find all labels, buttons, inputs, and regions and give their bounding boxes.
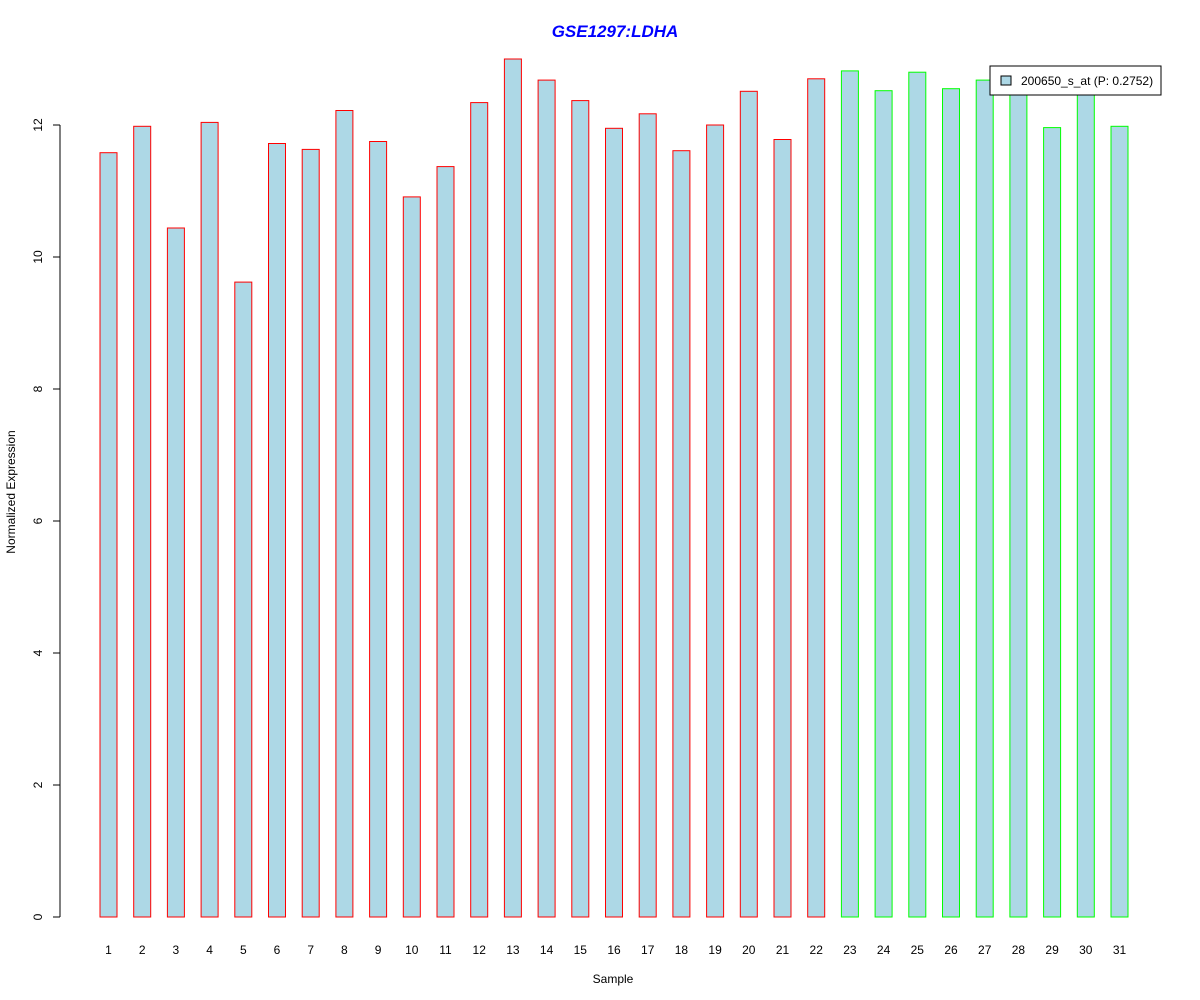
y-tick-label: 12 [31,118,45,132]
bar-sample-30 [1076,88,1095,918]
y-tick-label: 8 [31,385,45,392]
bar-sample-4 [200,121,219,918]
x-tick-label: 12 [473,943,487,957]
x-tick-label: 24 [877,943,891,957]
x-tick-label: 18 [675,943,689,957]
bar-sample-17 [638,113,657,918]
y-axis-label: Normalized Expression [4,430,18,553]
bar-sample-22 [807,78,826,918]
x-tick-label: 21 [776,943,790,957]
legend-swatch [1000,75,1012,86]
x-tick-label: 17 [641,943,655,957]
y-tick-label: 0 [31,913,45,920]
y-tick-label: 6 [31,517,45,524]
x-tick-label: 11 [439,943,452,957]
bar-sample-9 [369,141,388,918]
x-tick-label: 2 [139,943,146,957]
bar-sample-12 [470,102,489,918]
bar-sample-23 [840,70,859,918]
x-tick-label: 30 [1079,943,1093,957]
x-tick-label: 27 [978,943,992,957]
y-tick-label: 4 [31,649,45,656]
bar-sample-21 [773,139,792,918]
x-tick-label: 14 [540,943,554,957]
x-tick-labels: 1 2 3 4 5 6 7 8 9 10 11 12 13 14 15 16 17 18 19 20 21 22 23 24 2… [105,943,1126,957]
x-tick-label: 23 [843,943,857,957]
bar-sample-24 [874,90,893,918]
x-tick-label: 31 [1113,943,1127,957]
x-tick-label: 22 [810,943,824,957]
bar-sample-18 [672,150,691,918]
bar-sample-16 [605,127,623,918]
bar-sample-6 [268,143,286,918]
bar-sample-20 [739,90,758,918]
legend: 200650_s_at (P: 0.2752) [989,65,1162,96]
bar-sample-31 [1110,125,1129,918]
bars [99,58,1129,918]
bar-sample-14 [537,79,556,918]
bar-sample-29 [1043,127,1062,918]
x-tick-label: 10 [405,943,419,957]
x-axis-label: Sample [593,972,634,986]
bar-sample-15 [571,100,590,918]
legend-label: 200650_s_at (P: 0.2752) [1021,74,1153,88]
x-tick-label: 29 [1045,943,1059,957]
bar-sample-7 [301,148,320,918]
bar-sample-27 [975,79,994,918]
x-tick-label: 13 [506,943,520,957]
x-tick-label: 1 [105,943,112,957]
x-tick-label: 20 [742,943,756,957]
bar-sample-10 [402,196,421,918]
x-tick-label: 19 [708,943,722,957]
x-tick-label: 4 [206,943,213,957]
x-tick-label: 26 [944,943,958,957]
bar-sample-25 [908,71,927,918]
y-axis: 0 2 4 6 8 10 12 [31,118,61,920]
bar-sample-5 [234,281,253,918]
x-tick-label: 25 [911,943,925,957]
bar-sample-2 [133,125,152,918]
bar-sample-19 [706,124,725,918]
x-tick-label: 3 [173,943,180,957]
x-tick-label: 15 [574,943,588,957]
x-tick-label: 16 [607,943,621,957]
x-tick-label: 5 [240,943,247,957]
x-tick-label: 6 [274,943,281,957]
chart-title: GSE1297:LDHA [552,22,679,41]
bar-sample-8 [335,110,354,918]
x-tick-label: 8 [341,943,348,957]
y-tick-label: 10 [31,250,45,264]
y-tick-label: 2 [31,781,45,788]
bar-sample-3 [166,227,185,918]
x-tick-label: 7 [307,943,314,957]
bar-sample-1 [99,152,118,918]
x-tick-label: 9 [375,943,382,957]
bar-sample-26 [942,88,960,918]
x-tick-label: 28 [1012,943,1026,957]
bar-sample-28 [1009,84,1028,918]
bar-sample-13 [503,58,522,918]
legend-box [989,65,1162,96]
bar-sample-11 [436,166,455,918]
